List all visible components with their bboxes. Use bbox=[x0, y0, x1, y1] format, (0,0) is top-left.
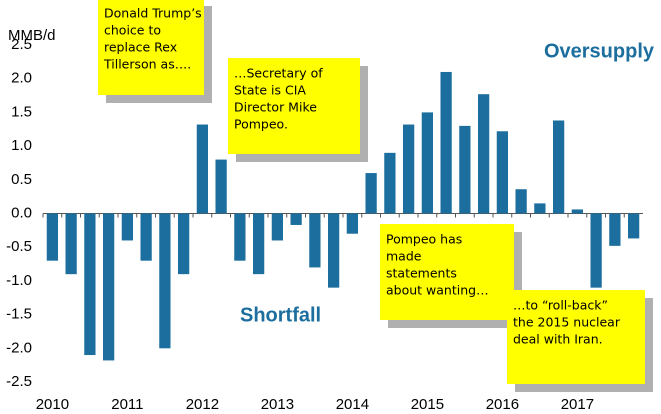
bar bbox=[178, 213, 190, 275]
bar bbox=[496, 131, 508, 214]
y-tick-label: 1.0 bbox=[11, 137, 32, 154]
bar bbox=[515, 189, 527, 214]
note-text: State is CIA bbox=[234, 83, 306, 98]
bar bbox=[609, 213, 621, 246]
bar bbox=[253, 213, 265, 275]
bar bbox=[215, 159, 227, 214]
bar bbox=[46, 213, 58, 261]
bar bbox=[65, 213, 77, 275]
note-text: …to “roll-back” bbox=[513, 298, 608, 313]
sticky-note bbox=[380, 224, 514, 320]
y-axis-label: MMB/d bbox=[8, 27, 56, 44]
sticky-note bbox=[228, 58, 360, 154]
note-text: replace Rex bbox=[104, 40, 177, 55]
x-tick-label: 2017 bbox=[561, 396, 594, 413]
x-tick-label: 2011 bbox=[111, 396, 143, 413]
note-text: statements bbox=[386, 266, 457, 281]
note-text: deal with Iran. bbox=[513, 332, 603, 347]
note-text: Pompeo. bbox=[234, 117, 288, 132]
x-tick-label: 2012 bbox=[186, 396, 219, 413]
bar bbox=[271, 213, 283, 241]
note-text: …Secretary of bbox=[234, 66, 323, 81]
bar bbox=[346, 213, 358, 234]
bar bbox=[571, 209, 583, 214]
sticky-note bbox=[98, 0, 204, 95]
annotation: Shortfall bbox=[240, 304, 321, 326]
note-text: Pompeo has bbox=[386, 232, 462, 247]
x-tick-label: 2015 bbox=[411, 396, 444, 413]
bar bbox=[628, 213, 640, 239]
note-text: made bbox=[386, 249, 422, 264]
sticky-note bbox=[507, 290, 645, 384]
y-tick-label: -0.5 bbox=[6, 238, 32, 255]
bar bbox=[159, 213, 171, 349]
bar bbox=[84, 213, 96, 356]
y-tick-label: 0.5 bbox=[11, 171, 32, 188]
bar bbox=[309, 213, 321, 268]
bar bbox=[590, 213, 602, 288]
bar bbox=[384, 152, 396, 214]
bar bbox=[103, 213, 115, 361]
bar bbox=[365, 173, 377, 214]
note-text: choice to bbox=[104, 23, 161, 38]
bar bbox=[121, 213, 133, 241]
y-tick-label: -2.5 bbox=[6, 373, 32, 390]
note-text: Donald Trump’s bbox=[104, 6, 202, 21]
bar bbox=[478, 94, 490, 214]
bar bbox=[440, 71, 452, 214]
bar bbox=[140, 213, 152, 261]
x-tick-label: 2010 bbox=[36, 396, 69, 413]
x-tick-label: 2013 bbox=[261, 396, 294, 413]
bar bbox=[234, 213, 246, 261]
y-tick-label: -1.0 bbox=[6, 272, 32, 289]
bar bbox=[403, 124, 415, 214]
y-tick-label: 1.5 bbox=[11, 103, 32, 120]
bar bbox=[290, 213, 302, 225]
bar bbox=[421, 112, 433, 214]
note-text: about wanting… bbox=[386, 283, 489, 298]
bar bbox=[459, 125, 471, 214]
note-text: Director Mike bbox=[234, 100, 317, 115]
bar bbox=[534, 203, 546, 214]
bar bbox=[553, 120, 565, 214]
bar bbox=[196, 124, 208, 214]
x-tick-label: 2014 bbox=[336, 396, 369, 413]
y-tick-label: 0.0 bbox=[11, 204, 32, 221]
bar bbox=[328, 213, 340, 288]
y-tick-label: -2.0 bbox=[6, 339, 32, 356]
annotation: Oversupply bbox=[544, 40, 655, 62]
x-tick-label: 2016 bbox=[486, 396, 519, 413]
note-text: Tillerson as…. bbox=[103, 57, 191, 72]
y-tick-label: 2.0 bbox=[11, 70, 32, 87]
y-tick-label: 2.5 bbox=[11, 36, 32, 53]
y-tick-label: -1.5 bbox=[6, 306, 32, 323]
note-text: the 2015 nuclear bbox=[513, 315, 621, 330]
